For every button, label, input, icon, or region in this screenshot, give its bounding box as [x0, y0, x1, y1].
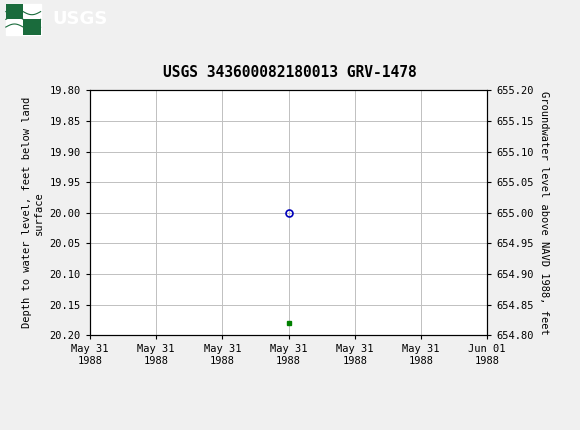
Text: USGS: USGS	[52, 9, 107, 28]
Bar	[6, 4, 23, 19]
Bar	[6, 19, 23, 35]
Bar	[6, 4, 41, 35]
Y-axis label: Groundwater level above NAVD 1988, feet: Groundwater level above NAVD 1988, feet	[539, 91, 549, 335]
Bar	[23, 4, 41, 19]
Bar	[23, 19, 41, 35]
Text: USGS 343600082180013 GRV-1478: USGS 343600082180013 GRV-1478	[163, 64, 417, 80]
Y-axis label: Depth to water level, feet below land
surface: Depth to water level, feet below land su…	[23, 97, 44, 329]
